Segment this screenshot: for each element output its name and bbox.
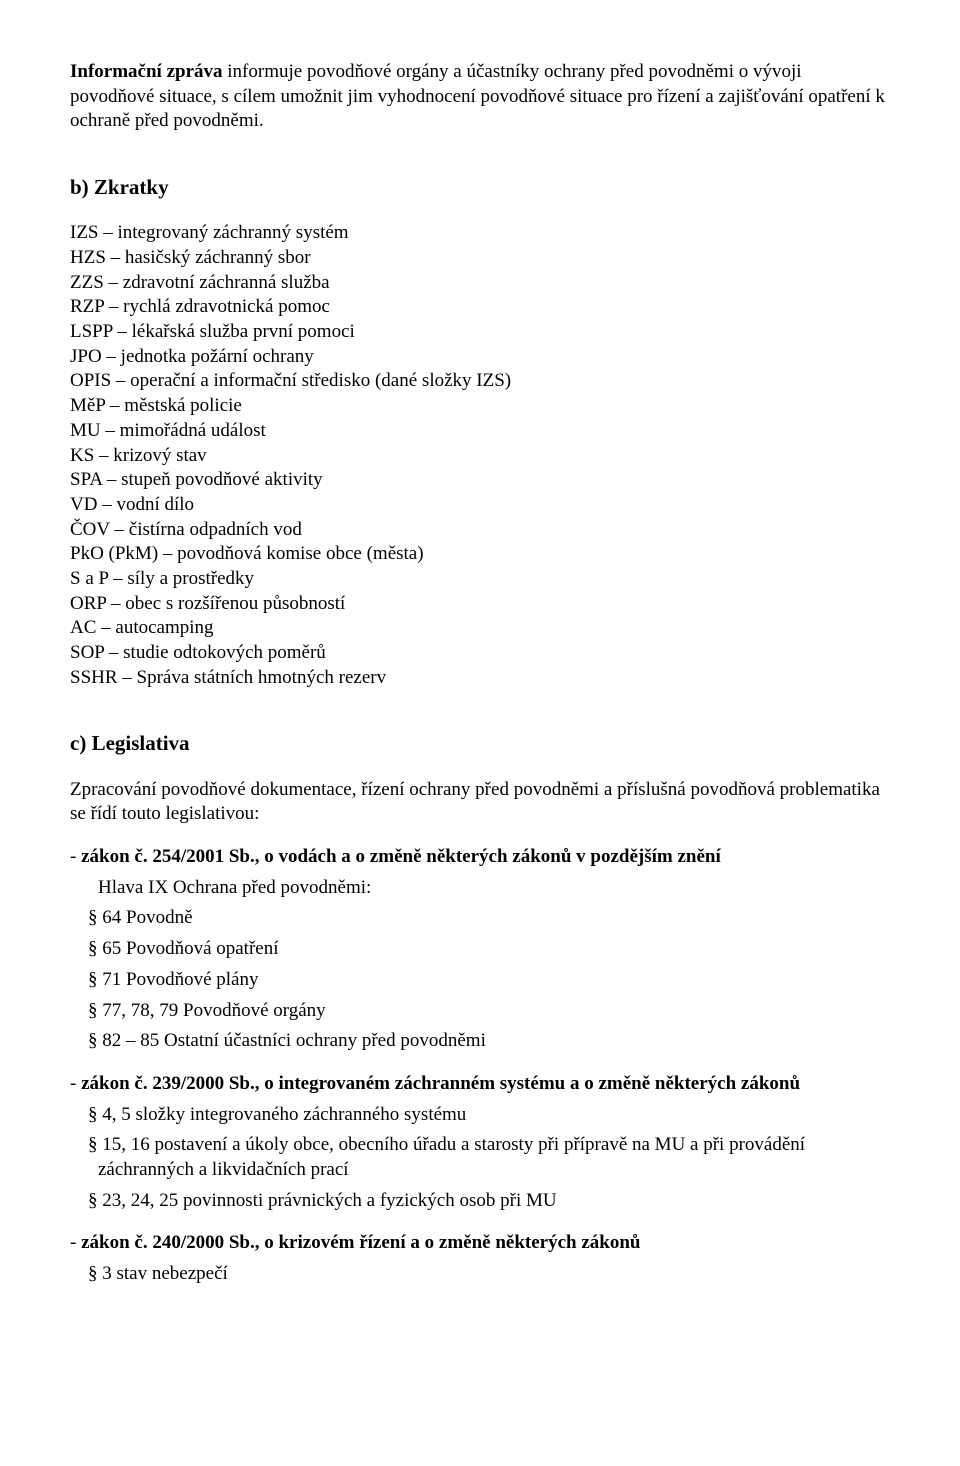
law-title: - zákon č. 254/2001 Sb., o vodách a o zm… bbox=[70, 845, 890, 870]
section-c-heading: c) Legislativa bbox=[70, 730, 890, 757]
abbrev-item: MěP – městská policie bbox=[70, 394, 890, 419]
section-c-intro: Zpracování povodňové dokumentace, řízení… bbox=[70, 778, 890, 827]
abbrev-item: HZS – hasičský záchranný sbor bbox=[70, 246, 890, 271]
abbrev-item: SPA – stupeň povodňové aktivity bbox=[70, 468, 890, 493]
law-bold: zákon č. 240/2000 Sb., o krizovém řízení… bbox=[81, 1232, 640, 1253]
law-subline: § 77, 78, 79 Povodňové orgány bbox=[70, 999, 890, 1024]
abbrev-item: LSPP – lékařská služba první pomoci bbox=[70, 320, 890, 345]
abbrev-list: IZS – integrovaný záchranný systémHZS – … bbox=[70, 221, 890, 690]
abbrev-item: ZZS – zdravotní záchranná služba bbox=[70, 271, 890, 296]
law-subline: § 3 stav nebezpečí bbox=[70, 1262, 890, 1287]
law-subline: § 23, 24, 25 povinnosti právnických a fy… bbox=[70, 1189, 890, 1214]
law-bold: zákon č. 239/2000 Sb., o integrovaném zá… bbox=[81, 1073, 800, 1094]
law-bold: zákon č. 254/2001 Sb., o vodách a o změn… bbox=[81, 846, 721, 867]
law-subline: § 4, 5 složky integrovaného záchranného … bbox=[70, 1103, 890, 1128]
laws-container: - zákon č. 254/2001 Sb., o vodách a o zm… bbox=[70, 845, 890, 1287]
intro-paragraph: Informační zpráva informuje povodňové or… bbox=[70, 60, 890, 134]
abbrev-item: JPO – jednotka požární ochrany bbox=[70, 345, 890, 370]
law-subline: § 64 Povodně bbox=[70, 906, 890, 931]
abbrev-item: OPIS – operační a informační středisko (… bbox=[70, 369, 890, 394]
law-title: - zákon č. 239/2000 Sb., o integrovaném … bbox=[70, 1072, 890, 1097]
law-subline: § 15, 16 postavení a úkoly obce, obecníh… bbox=[70, 1133, 890, 1182]
law-title: - zákon č. 240/2000 Sb., o krizovém říze… bbox=[70, 1231, 890, 1256]
abbrev-item: SOP – studie odtokových poměrů bbox=[70, 641, 890, 666]
abbrev-item: PkO (PkM) – povodňová komise obce (města… bbox=[70, 542, 890, 567]
law-subline: § 65 Povodňová opatření bbox=[70, 937, 890, 962]
abbrev-item: SSHR – Správa státních hmotných rezerv bbox=[70, 666, 890, 691]
abbrev-item: KS – krizový stav bbox=[70, 444, 890, 469]
law-subline: § 71 Povodňové plány bbox=[70, 968, 890, 993]
law-prefix: - bbox=[70, 1232, 81, 1253]
law-prefix: - bbox=[70, 1073, 81, 1094]
abbrev-item: MU – mimořádná událost bbox=[70, 419, 890, 444]
abbrev-item: AC – autocamping bbox=[70, 616, 890, 641]
abbrev-item: ORP – obec s rozšířenou působností bbox=[70, 592, 890, 617]
abbrev-item: ČOV – čistírna odpadních vod bbox=[70, 518, 890, 543]
abbrev-item: S a P – síly a prostředky bbox=[70, 567, 890, 592]
abbrev-item: IZS – integrovaný záchranný systém bbox=[70, 221, 890, 246]
section-b-heading: b) Zkratky bbox=[70, 174, 890, 201]
abbrev-item: VD – vodní dílo bbox=[70, 493, 890, 518]
law-subline: Hlava IX Ochrana před povodněmi: bbox=[70, 876, 890, 901]
law-subline: § 82 – 85 Ostatní účastníci ochrany před… bbox=[70, 1029, 890, 1054]
intro-lead: Informační zpráva bbox=[70, 61, 223, 82]
abbrev-item: RZP – rychlá zdravotnická pomoc bbox=[70, 295, 890, 320]
law-prefix: - bbox=[70, 846, 81, 867]
